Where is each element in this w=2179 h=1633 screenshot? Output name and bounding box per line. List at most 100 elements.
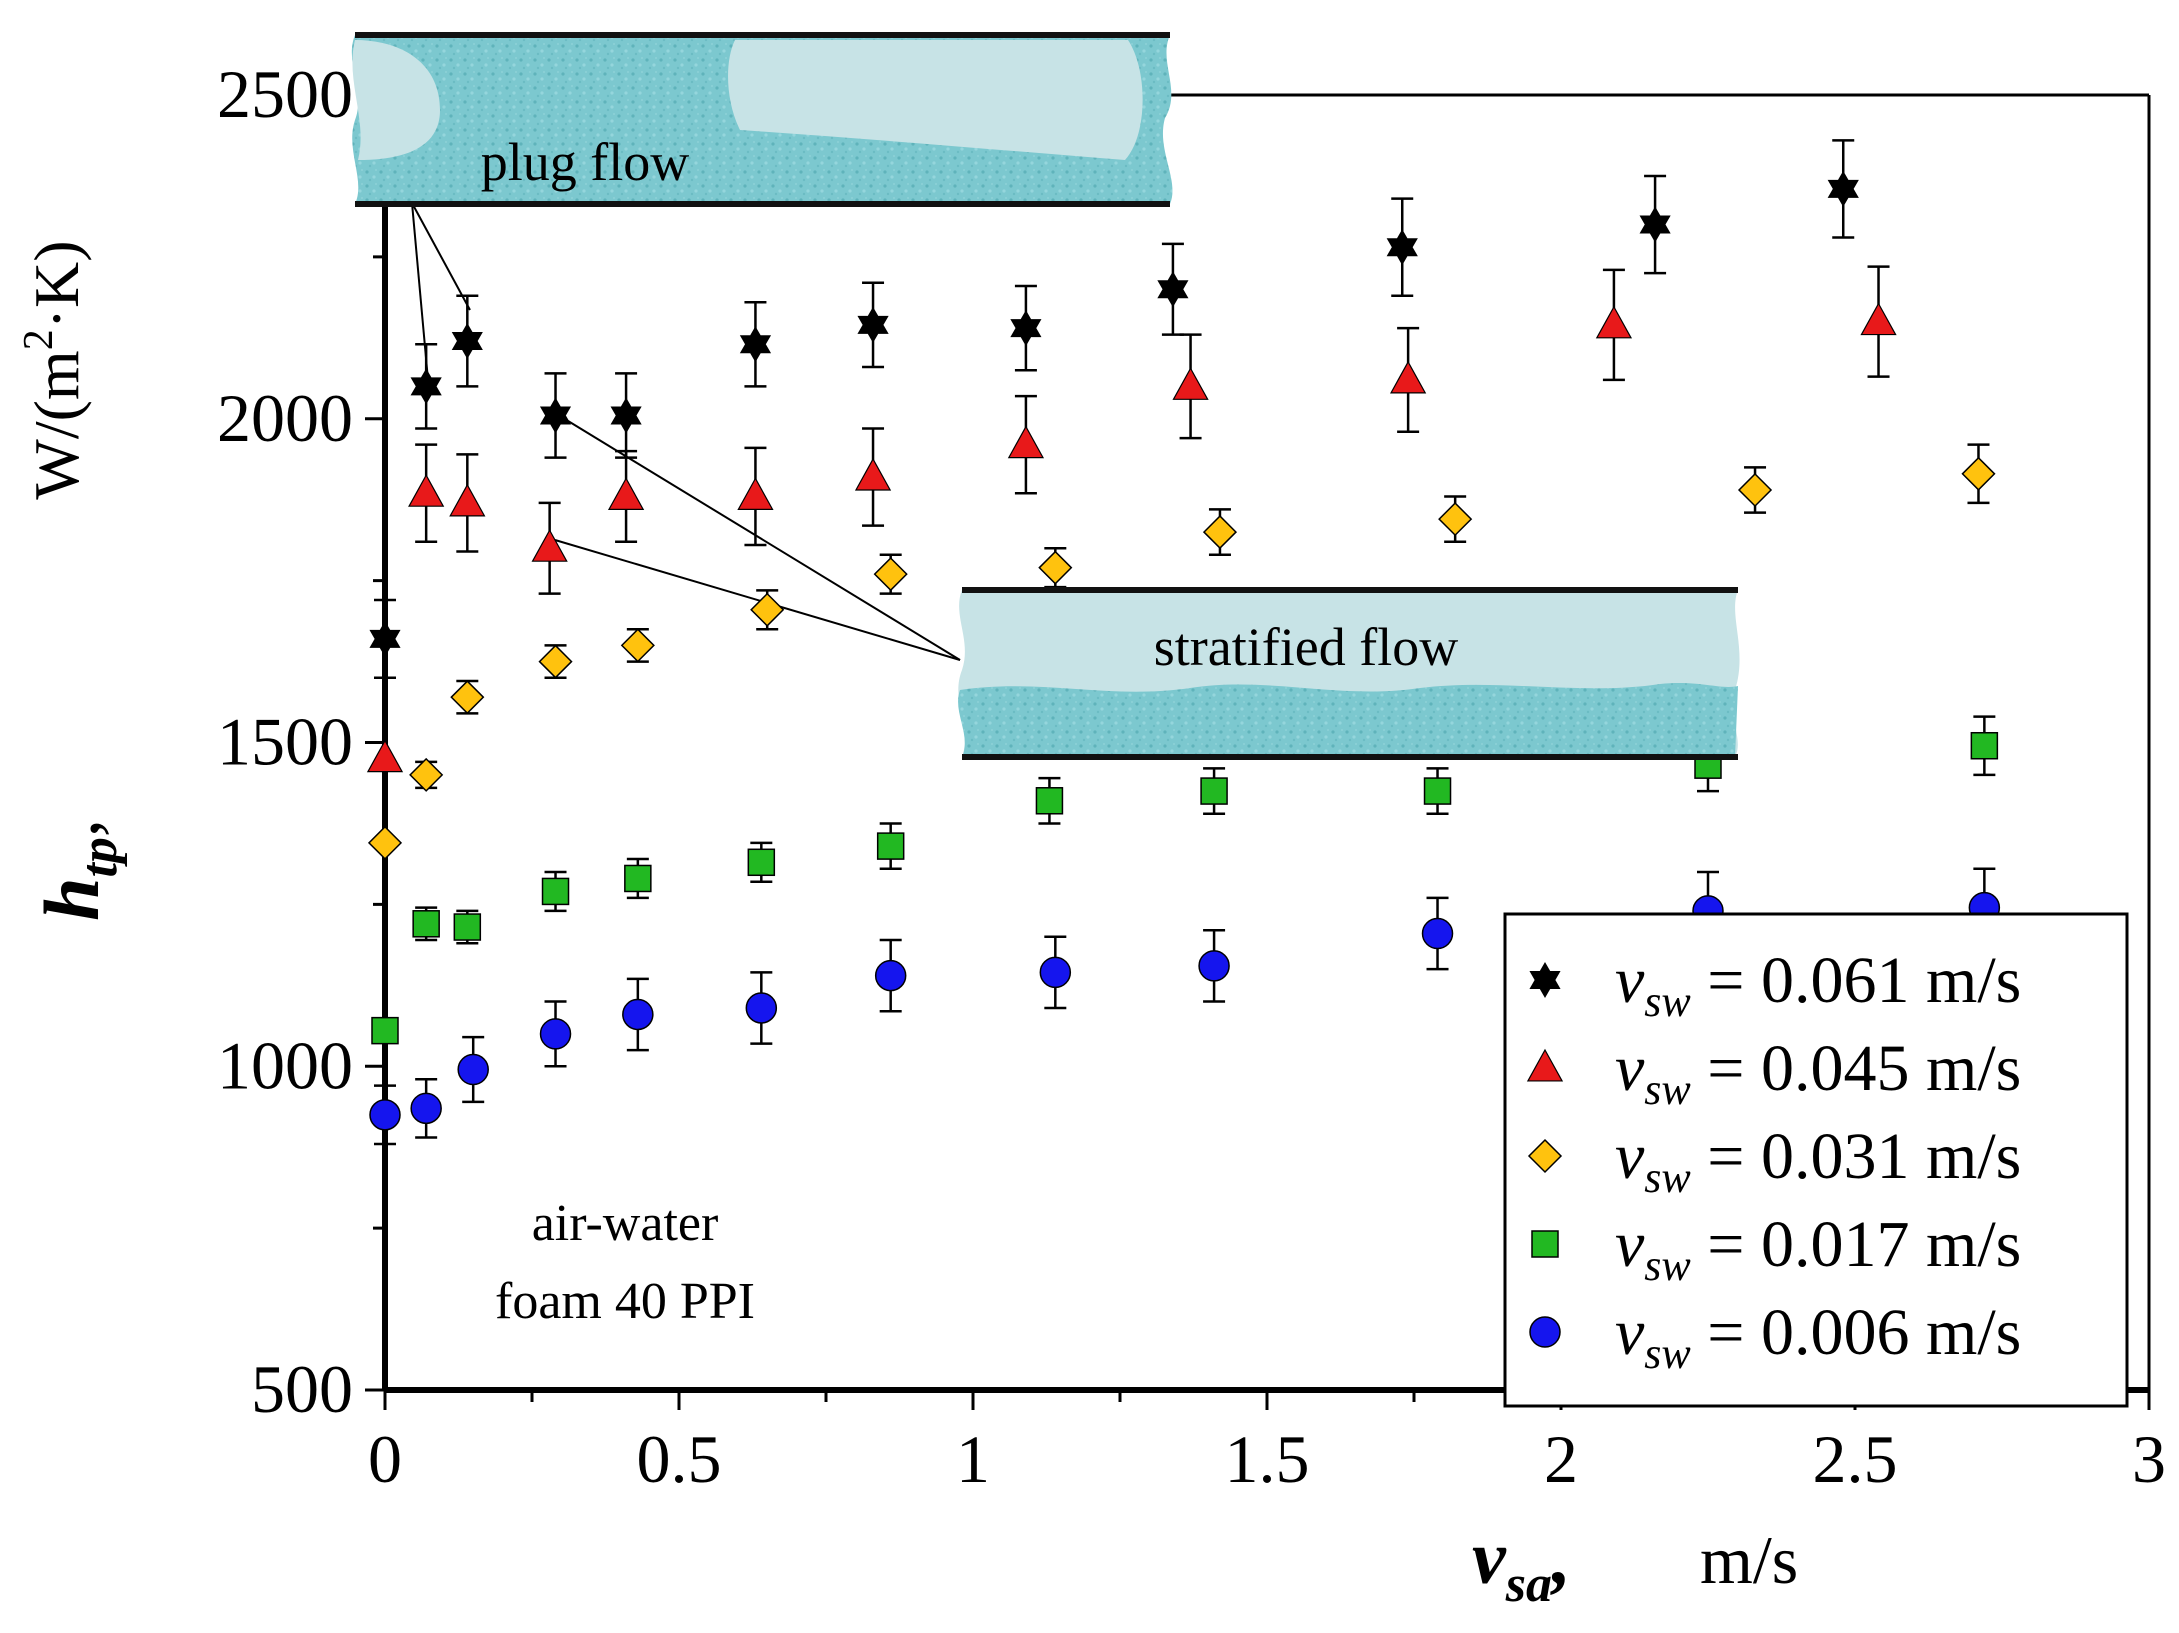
data-point-diamond xyxy=(367,825,403,860)
y-axis-comma: , xyxy=(34,819,114,837)
legend-symbol: v xyxy=(1615,1208,1645,1281)
legend-box xyxy=(1503,912,2129,1408)
data-point-star xyxy=(1639,206,1671,243)
y-axis-subscript: tp xyxy=(71,837,128,877)
strat-connector-2 xyxy=(554,539,961,661)
data-point-diamond xyxy=(409,757,444,792)
legend-value: = 0.061 m/s xyxy=(1691,944,2022,1017)
condition-line-2: foam 40 PPI xyxy=(495,1273,755,1330)
data-point-diamond xyxy=(1038,550,1073,585)
series-star xyxy=(369,139,1859,679)
plug-bubble-left xyxy=(352,40,440,160)
data-point-square xyxy=(541,877,570,906)
data-point-circle xyxy=(539,1018,572,1050)
legend-symbol: v xyxy=(1615,1120,1645,1193)
data-point-triangle xyxy=(1860,302,1897,336)
plug-bubble-main xyxy=(728,40,1143,160)
x-tick-label: 0 xyxy=(368,1421,402,1497)
legend-subscript: sw xyxy=(1644,1329,1691,1378)
data-point-triangle xyxy=(366,739,404,773)
strat-water-layer xyxy=(958,683,1738,757)
legend-item: vsw = 0.017 m/s xyxy=(1531,1208,2021,1290)
legend-label: vsw = 0.045 m/s xyxy=(1615,1032,2021,1114)
data-point-star xyxy=(539,397,572,434)
y-axis-unit-text: W/(m2·K) xyxy=(16,240,92,499)
series-diamond xyxy=(367,443,1996,860)
y-tick-label: 1000 xyxy=(217,1027,353,1103)
x-tick-label: 1 xyxy=(956,1421,990,1497)
data-point-star xyxy=(1010,310,1042,347)
data-point-circle xyxy=(1039,956,1072,989)
y-unit-prefix: W/(m xyxy=(21,350,92,499)
data-point-square xyxy=(1200,777,1228,805)
data-point-square xyxy=(1035,787,1064,815)
y-axis-unit: W/(m2·K) xyxy=(16,240,92,499)
x-tick-label: 2 xyxy=(1544,1421,1578,1497)
legend-subscript: sw xyxy=(1644,1241,1691,1290)
data-point-diamond xyxy=(1961,456,1996,491)
legend-item: vsw = 0.045 m/s xyxy=(1526,1032,2021,1114)
data-point-circle xyxy=(410,1092,442,1125)
x-tick-label: 0.5 xyxy=(637,1421,722,1497)
y-axis-title-text: htp, xyxy=(28,819,128,921)
data-point-square xyxy=(412,910,440,938)
data-point-star xyxy=(610,397,642,434)
data-point-circle xyxy=(622,998,654,1031)
y-tick-label: 2500 xyxy=(217,56,353,132)
x-tick-label: 3 xyxy=(2132,1421,2166,1497)
data-point-square xyxy=(453,913,482,941)
x-axis-title-text: vsa, xyxy=(1472,1516,1571,1613)
legend-subscript: sw xyxy=(1644,1153,1691,1202)
data-point-diamond xyxy=(1202,515,1238,550)
data-point-star xyxy=(1827,170,1859,207)
legend-value: = 0.017 m/s xyxy=(1691,1208,2022,1281)
x-tick-label: 1.5 xyxy=(1225,1421,1310,1497)
data-point-diamond xyxy=(873,557,908,592)
legend-marker-square xyxy=(1531,1230,1559,1258)
experiment-condition: air-water foam 40 PPI xyxy=(495,1195,755,1330)
legend-label: vsw = 0.017 m/s xyxy=(1615,1208,2021,1290)
data-point-circle xyxy=(369,1099,401,1131)
x-axis-unit: m/s xyxy=(1700,1522,1798,1598)
legend-value: = 0.031 m/s xyxy=(1691,1120,2022,1193)
legend-item: vsw = 0.061 m/s xyxy=(1529,944,2022,1026)
y-tick-label: 500 xyxy=(251,1351,353,1427)
data-point-diamond xyxy=(750,592,785,627)
data-point-square xyxy=(1970,731,1999,760)
x-axis-symbol: v xyxy=(1472,1516,1507,1600)
legend-symbol: v xyxy=(1615,1296,1645,1369)
plug-flow-label: plug flow xyxy=(481,132,690,192)
data-point-diamond xyxy=(538,644,573,679)
legend-item: vsw = 0.006 m/s xyxy=(1529,1296,2021,1378)
data-point-triangle xyxy=(408,473,445,507)
data-point-diamond xyxy=(620,628,655,663)
y-unit-suffix: ·K) xyxy=(21,240,92,329)
plug-connector-2 xyxy=(411,202,471,311)
data-point-diamond xyxy=(1737,472,1773,508)
data-point-circle xyxy=(1198,950,1230,982)
stratified-flow-inset: stratified flow xyxy=(958,587,1740,760)
data-point-circle xyxy=(457,1053,489,1086)
data-point-triangle xyxy=(531,529,568,562)
plug-flow-inset: plug flow xyxy=(351,32,1173,207)
legend-symbol: v xyxy=(1615,944,1645,1017)
data-point-triangle xyxy=(607,477,645,511)
legend-value: = 0.045 m/s xyxy=(1691,1032,2022,1105)
legend-marker-diamond xyxy=(1527,1138,1563,1174)
data-point-star xyxy=(1386,229,1418,266)
data-point-triangle xyxy=(854,457,892,491)
x-axis-subscript: sa xyxy=(1505,1556,1552,1613)
data-point-star xyxy=(410,368,442,405)
y-axis-title: htp, xyxy=(28,819,128,921)
data-point-square xyxy=(876,832,905,860)
series-triangle xyxy=(366,265,1897,773)
x-axis-comma: , xyxy=(1550,1516,1571,1600)
legend-value: = 0.006 m/s xyxy=(1691,1296,2022,1369)
legend-label: vsw = 0.006 m/s xyxy=(1615,1296,2021,1378)
legend-marker-star xyxy=(1529,961,1561,999)
y-unit-sup: 2 xyxy=(16,329,62,350)
y-axis-symbol: h xyxy=(28,878,115,921)
